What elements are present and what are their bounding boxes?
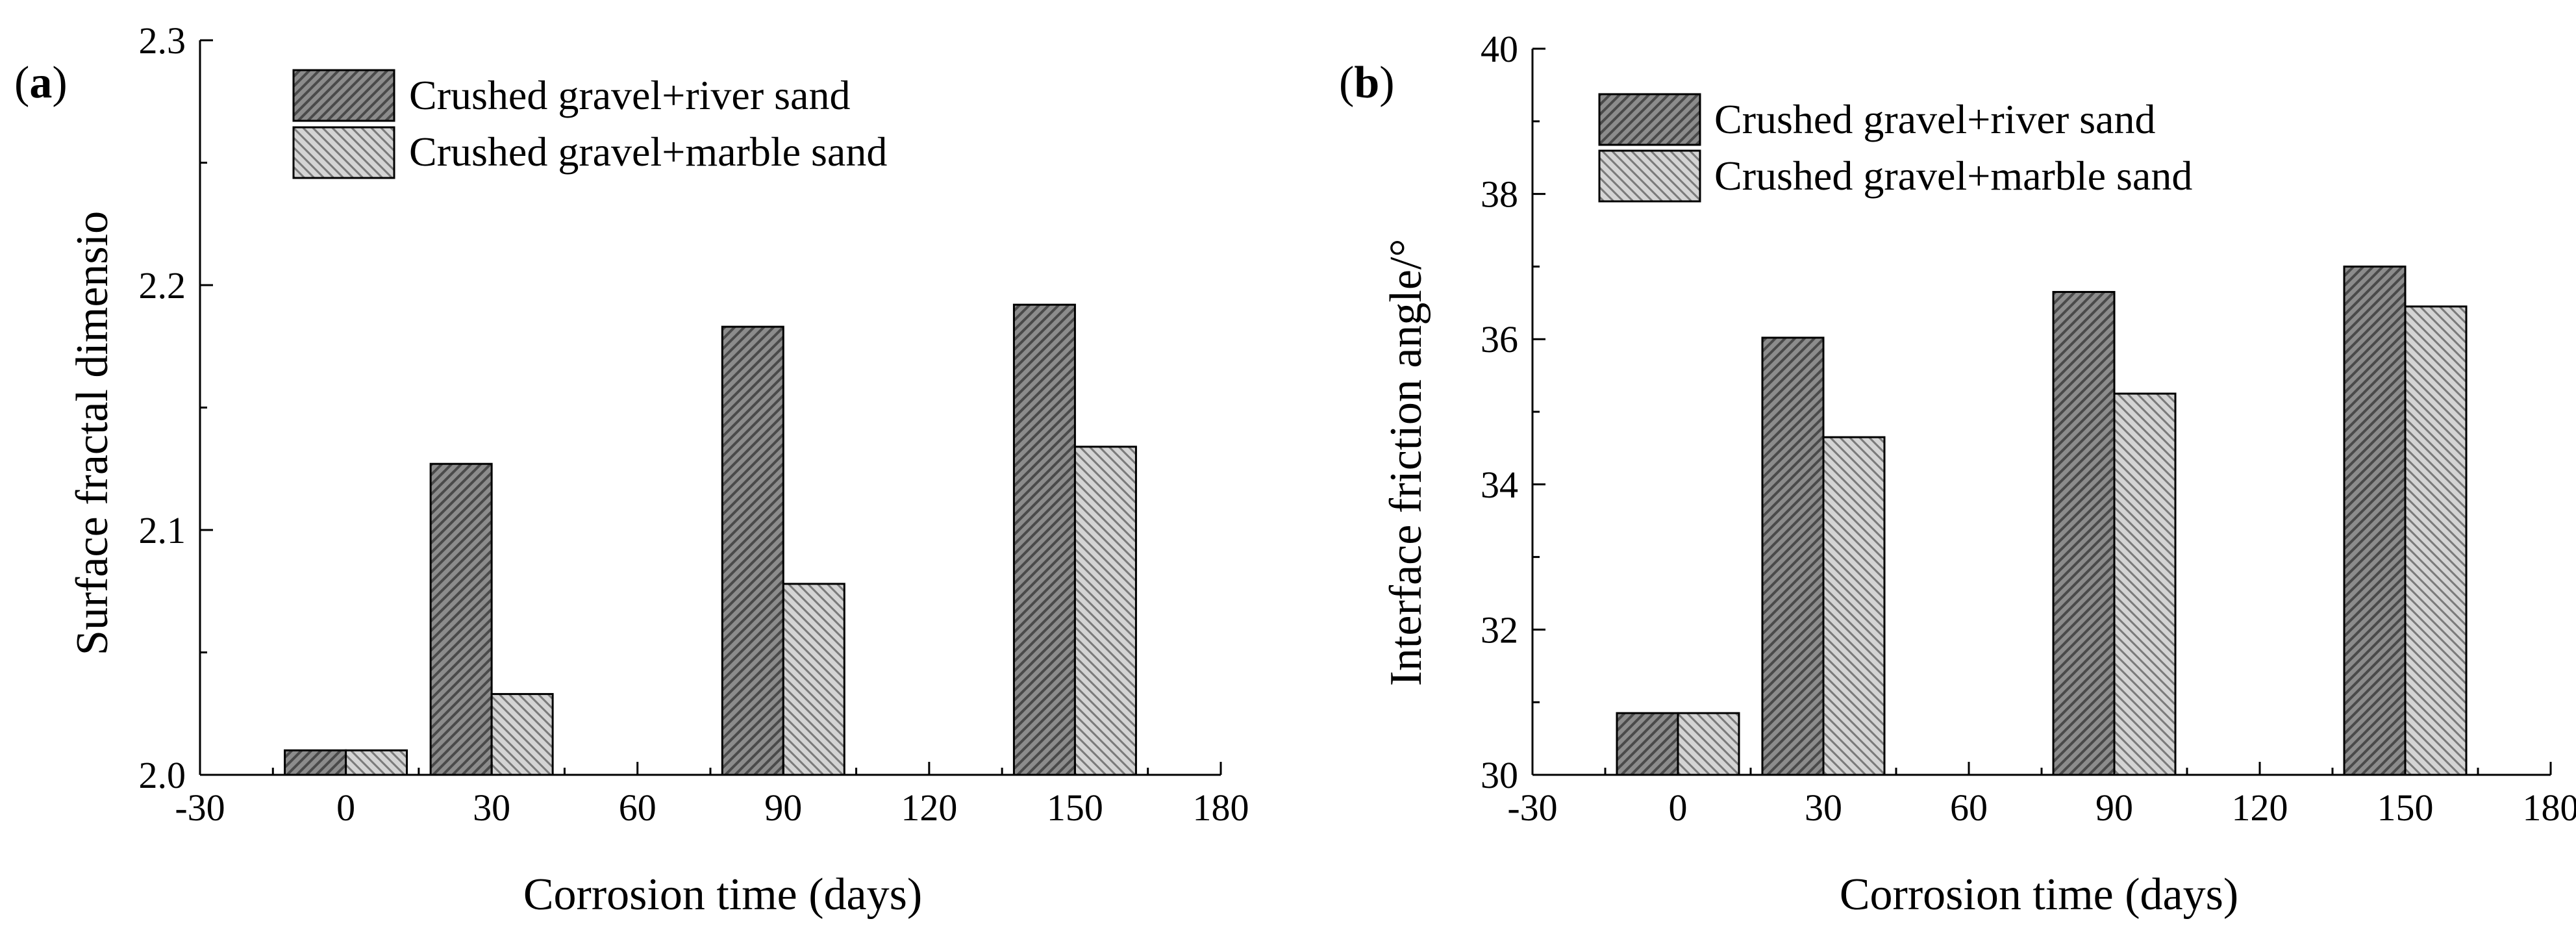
- bar-river-90-a: [721, 325, 784, 776]
- panel-label-b-close: ): [1379, 58, 1394, 108]
- x-tick-label-a: 150: [1047, 787, 1103, 829]
- y-tick-label-a: 2.0: [139, 754, 186, 796]
- bar-river-0-b: [1616, 712, 1679, 776]
- x-tick-label-b: 60: [1950, 787, 1988, 829]
- x-tick-label-a: 30: [473, 787, 510, 829]
- x-tick-label-b: 30: [1805, 787, 1842, 829]
- x-tick-label-b: 90: [2095, 787, 2133, 829]
- bar-marble-30-a: [490, 693, 554, 776]
- y-tick-label-a: 2.1: [139, 509, 186, 551]
- legend-swatch-river-a: [292, 69, 395, 122]
- bars-group-b: [1616, 265, 2468, 776]
- y-tick-label-b: 38: [1481, 173, 1518, 216]
- bar-marble-150-a: [1073, 446, 1137, 776]
- panel-label-a-close: ): [52, 58, 67, 108]
- legend-label-marble-a: Crushed gravel+marble sand: [409, 129, 887, 175]
- bar-marble-90-b: [2113, 392, 2177, 776]
- x-tick-label-a: 90: [764, 787, 802, 829]
- x-tick-label-a: 60: [619, 787, 657, 829]
- x-tick-label-a: 180: [1193, 787, 1249, 829]
- x-tick-label-a: 0: [336, 787, 355, 829]
- ticks-b: -30 0 30 60 90 120 150 180 30 32 34 36 38 40: [1481, 28, 2576, 829]
- y-axis-label-b: Interface friction angle/°: [1381, 239, 1431, 687]
- y-axis-label-a: Surface fractal dimensio: [68, 211, 118, 655]
- y-tick-label-b: 34: [1481, 464, 1518, 506]
- panel-label-b: (b): [1339, 58, 1395, 108]
- y-tick-label-b: 32: [1481, 609, 1518, 651]
- legend-label-river-b: Crushed gravel+river sand: [1714, 96, 2155, 142]
- bars-group-a: [284, 303, 1137, 776]
- legend-b: Crushed gravel+river sand Crushed gravel…: [1598, 93, 2192, 203]
- y-tick-label-b: 36: [1481, 318, 1518, 360]
- bar-marble-150-b: [2404, 305, 2468, 776]
- bar-marble-0-a: [345, 749, 408, 776]
- legend-a: Crushed gravel+river sand Crushed gravel…: [292, 69, 887, 179]
- bar-marble-30-b: [1822, 436, 1886, 776]
- x-tick-label-b: 0: [1669, 787, 1688, 829]
- ticks-a: -30 0 30 60 90 120 150 180 2.0 2.1 2.2 2.3: [139, 19, 1249, 829]
- bar-river-90-b: [2052, 291, 2116, 776]
- y-tick-label-b: 40: [1481, 28, 1518, 70]
- bar-river-0-a: [284, 749, 347, 776]
- bar-marble-90-a: [782, 583, 845, 776]
- panel-letter-a: a: [29, 58, 52, 108]
- bar-river-150-a: [1012, 303, 1076, 776]
- panel-letter-b: b: [1354, 58, 1379, 108]
- y-tick-label-a: 2.3: [139, 19, 186, 62]
- panel-label-a: (a): [14, 58, 68, 108]
- panel-label-a-open: (: [14, 58, 29, 108]
- legend-swatch-river-b: [1598, 93, 1701, 146]
- bar-river-150-b: [2343, 265, 2407, 776]
- x-axis-label-a: Corrosion time (days): [523, 870, 922, 920]
- x-axis-label-b: Corrosion time (days): [1840, 870, 2238, 920]
- legend-label-river-a: Crushed gravel+river sand: [409, 72, 850, 118]
- panel-label-b-open: (: [1339, 58, 1354, 108]
- bar-river-30-b: [1761, 336, 1825, 776]
- x-tick-label-b: -30: [1507, 787, 1557, 829]
- legend-swatch-marble-b: [1598, 149, 1701, 203]
- x-tick-label-b: 180: [2523, 787, 2576, 829]
- panel-a: -30 0 30 60 90 120 150 180 2.0 2.1 2.2 2.3 (a) Corr…: [14, 19, 1249, 920]
- legend-label-marble-b: Crushed gravel+marble sand: [1714, 153, 2192, 199]
- x-tick-label-a: 120: [901, 787, 957, 829]
- panel-b: -30 0 30 60 90 120 150 180 30 32 34 36 38 40 (b) Corr…: [1339, 28, 2576, 920]
- x-tick-label-a: -30: [175, 787, 225, 829]
- x-tick-label-b: 120: [2232, 787, 2288, 829]
- bar-marble-0-b: [1677, 712, 1740, 776]
- y-tick-label-b: 30: [1481, 754, 1518, 796]
- x-tick-label-b: 150: [2377, 787, 2434, 829]
- bar-river-30-a: [429, 462, 493, 776]
- legend-swatch-marble-a: [292, 126, 395, 179]
- y-tick-label-a: 2.2: [139, 264, 186, 307]
